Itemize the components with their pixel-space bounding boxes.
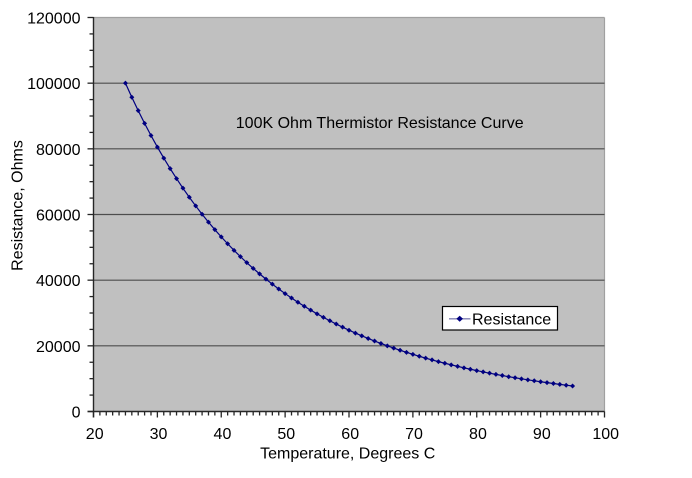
svg-text:Resistance, Ohms: Resistance, Ohms (10, 140, 27, 271)
svg-text:Resistance: Resistance (472, 311, 551, 328)
svg-text:100: 100 (592, 426, 619, 443)
svg-text:40000: 40000 (36, 273, 81, 290)
svg-text:20000: 20000 (36, 339, 81, 356)
svg-text:70: 70 (405, 426, 423, 443)
svg-text:0: 0 (72, 405, 81, 422)
svg-text:120000: 120000 (27, 11, 80, 28)
svg-text:30: 30 (150, 426, 168, 443)
svg-text:80000: 80000 (36, 142, 81, 159)
svg-text:Temperature, Degrees C: Temperature, Degrees C (260, 446, 435, 463)
svg-text:100000: 100000 (27, 76, 80, 93)
svg-text:40: 40 (214, 426, 232, 443)
svg-text:50: 50 (277, 426, 295, 443)
svg-text:80: 80 (469, 426, 487, 443)
svg-text:60000: 60000 (36, 208, 81, 225)
svg-text:100K Ohm Thermistor Resistance: 100K Ohm Thermistor Resistance Curve (236, 115, 524, 132)
svg-text:90: 90 (533, 426, 551, 443)
svg-text:60: 60 (341, 426, 359, 443)
svg-text:20: 20 (86, 426, 104, 443)
